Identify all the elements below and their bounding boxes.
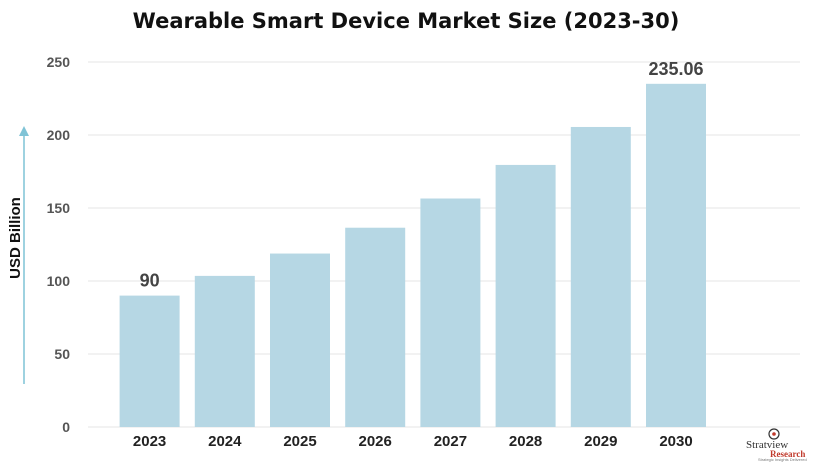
x-tick-label: 2027 [434, 433, 467, 450]
logo-tagline: Strategic Insights Delivered [758, 457, 807, 462]
x-tick-label: 2029 [584, 433, 617, 450]
bar-2024 [194, 275, 255, 427]
y-axis-label: USD Billion [7, 197, 24, 279]
data-label: 90 [140, 271, 160, 291]
logo-bottom-text: Research [770, 449, 805, 459]
data-label: 235.06 [648, 59, 703, 79]
logo-top-text: Stratview [746, 439, 788, 451]
x-tick-label: 2026 [359, 433, 392, 450]
y-tick-label: 100 [47, 273, 71, 289]
data-labels: 90 235.06 [140, 59, 704, 291]
x-tick-label: 2030 [659, 433, 692, 450]
bar-2026 [345, 227, 406, 427]
y-tick-label: 50 [54, 346, 70, 362]
x-axis-ticks: 2023 2024 2025 2026 2027 2028 2029 2030 [133, 433, 693, 450]
y-axis-ticks: 0 50 100 150 200 250 [47, 54, 71, 435]
y-tick-label: 0 [62, 419, 70, 435]
bar-2027 [420, 198, 481, 427]
brand-logo: Stratview Research Strategic Insights De… [746, 428, 807, 462]
bar-2030 [646, 83, 706, 427]
y-tick-label: 150 [47, 200, 71, 216]
bar-2029 [570, 126, 631, 427]
y-axis-arrow-head-icon [19, 126, 29, 136]
chart-title: Wearable Smart Device Market Size (2023-… [133, 9, 680, 33]
x-tick-label: 2023 [133, 433, 166, 450]
x-tick-label: 2028 [509, 433, 542, 450]
logo-target-icon [768, 428, 780, 440]
y-tick-label: 250 [47, 54, 71, 70]
y-axis-arrow [19, 126, 29, 384]
bars [119, 83, 706, 427]
y-tick-label: 200 [47, 127, 71, 143]
bar-2025 [270, 253, 330, 427]
x-tick-label: 2024 [208, 433, 242, 450]
bar-2028 [495, 164, 556, 427]
x-tick-label: 2025 [283, 433, 316, 450]
bar-2023 [119, 295, 180, 427]
logo-target-center-icon [772, 432, 776, 436]
